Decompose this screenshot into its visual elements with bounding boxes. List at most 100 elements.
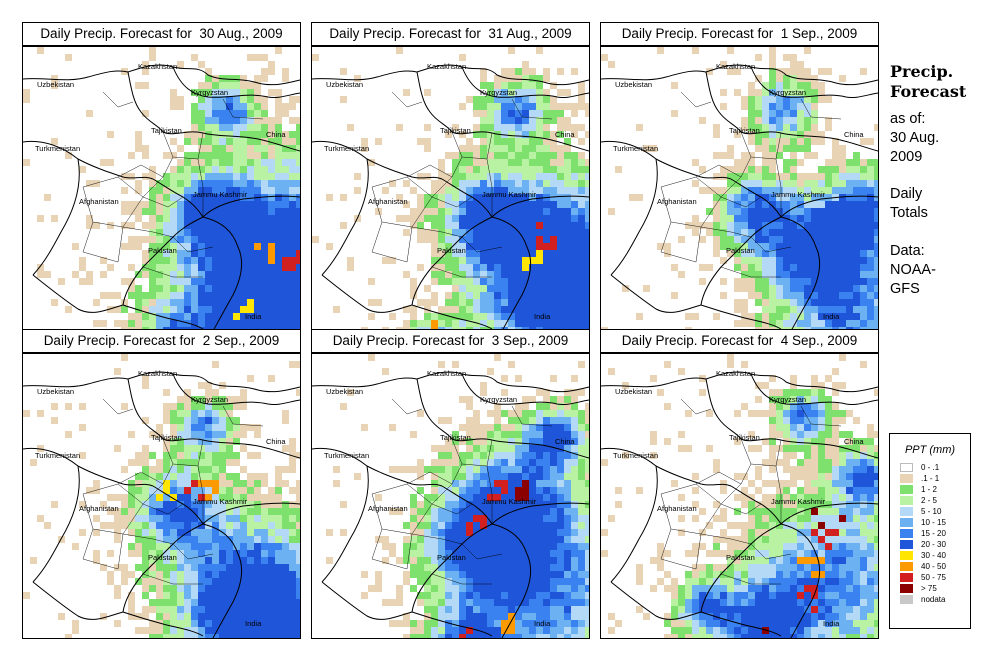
precip-cell	[776, 271, 783, 278]
precip-cell	[452, 229, 459, 236]
panel-title: Daily Precip. Forecast for 4 Sep., 2009	[600, 329, 879, 353]
precip-cell	[557, 166, 564, 173]
precip-cell	[233, 487, 240, 494]
precip-cell	[501, 243, 508, 250]
precip-cell	[578, 522, 585, 529]
precip-cell	[706, 564, 713, 571]
precip-cell	[184, 173, 191, 180]
precip-cell	[543, 396, 550, 403]
precip-cell	[811, 438, 818, 445]
label-afghanistan: Afghanistan	[368, 504, 408, 513]
precip-cell	[811, 494, 818, 501]
precip-cell	[825, 494, 832, 501]
precip-cell	[769, 480, 776, 487]
precip-cell	[755, 410, 762, 417]
precip-hotspot	[163, 487, 170, 494]
precip-cell	[142, 110, 149, 117]
precip-cell	[769, 417, 776, 424]
precip-cell	[424, 313, 431, 320]
precip-cell	[832, 410, 839, 417]
precip-cell	[825, 159, 832, 166]
precip-cell	[79, 257, 86, 264]
precip-cell	[578, 550, 585, 557]
precip-cell	[438, 417, 445, 424]
precip-cell	[601, 54, 608, 61]
precip-cell	[720, 564, 727, 571]
precip-cell	[494, 466, 501, 473]
precip-cell	[783, 306, 790, 313]
map-labels: Kazakhstan Uzbekistan Kyrgyzstan Tajikis…	[324, 369, 575, 628]
precip-cell	[184, 271, 191, 278]
precip-cell	[23, 592, 30, 599]
precip-cell	[170, 585, 177, 592]
precip-cell	[557, 445, 564, 452]
precip-cell	[212, 585, 219, 592]
precip-cell	[790, 410, 797, 417]
precip-cell	[671, 578, 678, 585]
precip-cell	[636, 578, 643, 585]
precip-cell	[839, 473, 846, 480]
precip-cell	[459, 159, 466, 166]
precip-cell	[93, 487, 100, 494]
precip-cell	[564, 592, 571, 599]
precip-cell	[212, 117, 219, 124]
precip-cell	[550, 529, 557, 536]
precip-cell	[233, 634, 240, 638]
precip-cell	[508, 606, 515, 613]
precip-cell	[529, 201, 536, 208]
precip-cell	[247, 515, 254, 522]
precip-cell	[268, 173, 275, 180]
precip-cell	[867, 543, 874, 550]
precip-cell	[508, 592, 515, 599]
precip-cell	[550, 571, 557, 578]
precip-cell	[755, 466, 762, 473]
map-labels: Kazakhstan Uzbekistan Kyrgyzstan Tajikis…	[324, 62, 575, 321]
precip-cell	[135, 187, 142, 194]
precip-cell	[198, 501, 205, 508]
precip-cell	[466, 306, 473, 313]
precip-cell	[543, 606, 550, 613]
precip-cell	[557, 236, 564, 243]
precip-cell	[226, 620, 233, 627]
precip-cell	[466, 515, 473, 522]
precip-cell	[860, 173, 867, 180]
precip-cell	[769, 313, 776, 320]
precip-cell	[529, 159, 536, 166]
precip-cell	[860, 313, 867, 320]
precip-cell	[867, 264, 874, 271]
precip-cell	[240, 320, 247, 327]
precip-cell	[797, 229, 804, 236]
precip-cell	[466, 452, 473, 459]
precip-cell	[832, 564, 839, 571]
precip-cell	[226, 166, 233, 173]
precip-cell	[529, 410, 536, 417]
precip-cell	[522, 452, 529, 459]
precip-cell	[191, 501, 198, 508]
precip-cell	[536, 292, 543, 299]
border-iran	[321, 274, 413, 313]
precip-cell	[529, 445, 536, 452]
precip-cell	[177, 292, 184, 299]
precip-cell	[874, 187, 878, 194]
precip-cell	[874, 250, 878, 257]
precip-cell	[487, 424, 494, 431]
precip-cell	[797, 208, 804, 215]
label-afghanistan: Afghanistan	[79, 197, 119, 206]
precip-cell	[445, 187, 452, 194]
precip-cell	[790, 494, 797, 501]
precip-cell	[296, 222, 300, 229]
precip-cell	[389, 543, 396, 550]
precip-field	[23, 47, 300, 331]
precip-cell	[23, 89, 30, 96]
precip-cell	[494, 159, 501, 166]
precip-cell	[191, 487, 198, 494]
precip-cell	[755, 201, 762, 208]
coastline	[411, 304, 493, 330]
precip-cell	[163, 194, 170, 201]
precip-cell	[466, 543, 473, 550]
precip-cell	[247, 82, 254, 89]
precip-cell	[487, 117, 494, 124]
precip-cell	[65, 152, 72, 159]
precip-cell	[825, 410, 832, 417]
precip-cell	[811, 103, 818, 110]
